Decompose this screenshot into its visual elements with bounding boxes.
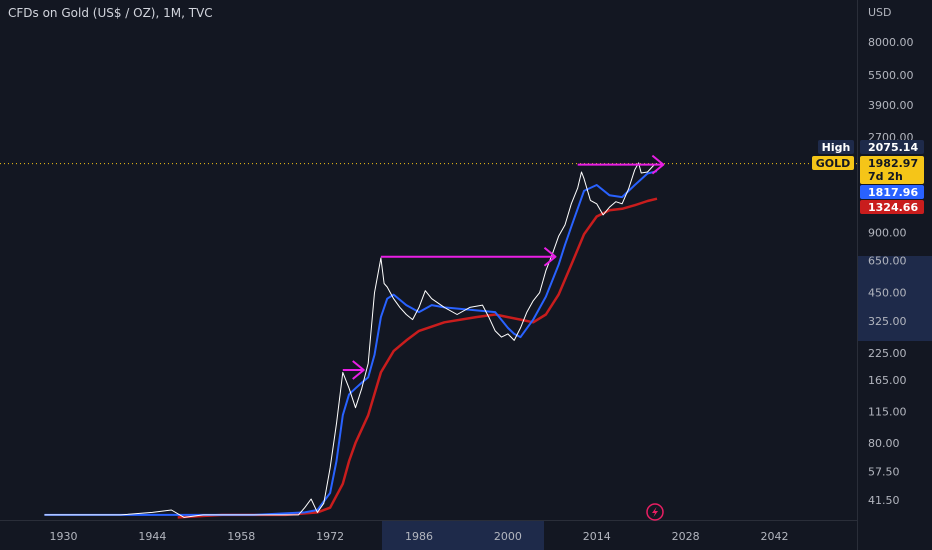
sma-fast-tag-box	[860, 185, 924, 199]
y-tick-label: 3900.00	[868, 99, 914, 112]
annotation-arrow-2	[380, 246, 557, 267]
x-tick-label: 1986	[405, 530, 433, 543]
y-tick-label: 325.00	[868, 315, 907, 328]
gold-tag-countdown: 7d 2h	[868, 170, 903, 183]
high-tag-value-box	[860, 140, 924, 154]
x-axis-ticks: 1930 1944 1958 1972 1986 2000 2014 2028 2042	[49, 530, 788, 543]
x-axis-highlight	[382, 521, 544, 550]
lightning-icon[interactable]	[646, 503, 664, 521]
sma-fast-tag-value: 1817.96	[868, 186, 918, 199]
annotation-arrows	[342, 154, 665, 380]
y-tick-label: 41.50	[868, 494, 900, 507]
sma-slow-tag-value: 1324.66	[868, 201, 918, 214]
gold-tag-label: GOLD	[816, 157, 851, 170]
y-tick-label: 57.50	[868, 466, 900, 479]
high-tag-value: 2075.14	[868, 141, 918, 154]
y-axis-ticks: 8000.005500.003900.002700.00900.00650.00…	[868, 36, 914, 507]
series-price	[44, 162, 658, 518]
annotation-arrow-1	[342, 360, 365, 380]
x-tick-label: 1930	[49, 530, 77, 543]
y-tick-label: 900.00	[868, 226, 907, 239]
x-tick-label: 1944	[138, 530, 166, 543]
y-tick-label: 5500.00	[868, 69, 914, 82]
x-tick-label: 1972	[316, 530, 344, 543]
y-tick-label: 450.00	[868, 287, 907, 300]
gold-tag-value: 1982.97	[868, 157, 918, 170]
high-tag-label: High	[822, 141, 851, 154]
x-tick-label: 2028	[672, 530, 700, 543]
annotation-arrow-3	[577, 154, 665, 175]
high-tag-label-box	[818, 140, 854, 154]
series-sma-slow	[177, 197, 658, 519]
gold-tag-value-box	[860, 156, 924, 184]
y-tick-label: 165.00	[868, 374, 907, 387]
y-tick-label: 80.00	[868, 437, 900, 450]
x-tick-label: 2000	[494, 530, 522, 543]
y-axis-unit: USD	[868, 6, 892, 19]
y-axis-highlight	[858, 256, 932, 341]
chart-title: CFDs on Gold (US$ / OZ), 1M, TVC	[8, 6, 213, 20]
x-tick-label: 2042	[760, 530, 788, 543]
sma-slow-tag-box	[860, 200, 924, 214]
gold-tag-label-box	[812, 156, 854, 170]
y-tick-label: 650.00	[868, 255, 907, 268]
y-tick-label: 115.00	[868, 405, 907, 418]
x-tick-label: 2014	[583, 530, 611, 543]
y-tick-label: 8000.00	[868, 36, 914, 49]
x-tick-label: 1958	[227, 530, 255, 543]
y-tick-label: 225.00	[868, 347, 907, 360]
series-sma-fast	[44, 170, 658, 516]
